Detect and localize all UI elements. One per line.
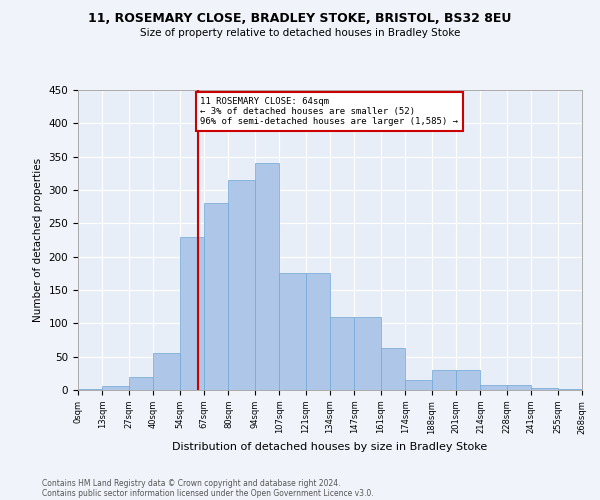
Y-axis label: Number of detached properties: Number of detached properties [33,158,43,322]
Bar [456,370,481,390]
Bar [129,376,153,390]
Bar [557,388,582,390]
Bar [305,274,330,390]
Bar [229,180,255,390]
Text: 11 ROSEMARY CLOSE: 64sqm
← 3% of detached houses are smaller (52)
96% of semi-de: 11 ROSEMARY CLOSE: 64sqm ← 3% of detache… [200,96,458,126]
Bar [481,384,507,390]
Bar [355,316,381,390]
Bar [507,384,531,390]
Text: Contains HM Land Registry data © Crown copyright and database right 2024.: Contains HM Land Registry data © Crown c… [42,478,341,488]
Bar [103,386,129,390]
Bar [255,164,279,390]
Bar [179,236,204,390]
Bar [330,316,355,390]
X-axis label: Distribution of detached houses by size in Bradley Stoke: Distribution of detached houses by size … [172,442,488,452]
Bar [381,348,405,390]
Bar [153,354,179,390]
Bar [531,388,557,390]
Bar [204,204,229,390]
Bar [431,370,456,390]
Bar [279,274,305,390]
Text: 11, ROSEMARY CLOSE, BRADLEY STOKE, BRISTOL, BS32 8EU: 11, ROSEMARY CLOSE, BRADLEY STOKE, BRIST… [88,12,512,26]
Text: Contains public sector information licensed under the Open Government Licence v3: Contains public sector information licen… [42,488,374,498]
Bar [78,388,103,390]
Text: Size of property relative to detached houses in Bradley Stoke: Size of property relative to detached ho… [140,28,460,38]
Bar [405,380,431,390]
